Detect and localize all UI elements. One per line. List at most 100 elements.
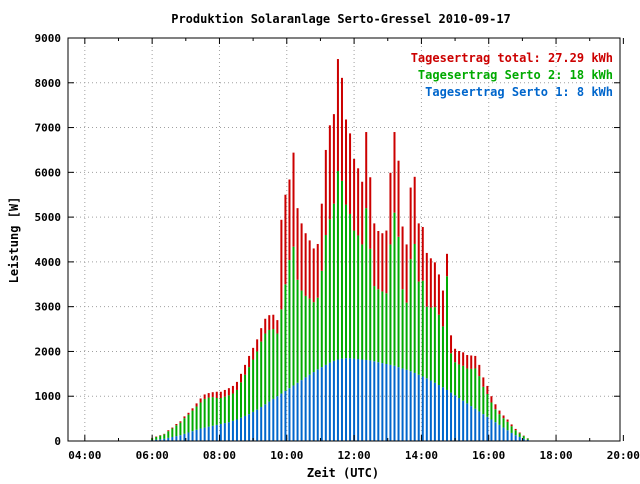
bar-tagesertrag-serto-1-8-kwh xyxy=(256,410,258,441)
bar-tagesertrag-serto-2-18-kwh xyxy=(321,271,323,367)
bar-tagesertrag-serto-2-18-kwh xyxy=(430,308,432,381)
bar-tagesertrag-serto-2-18-kwh xyxy=(341,181,343,359)
bar-tagesertrag-serto-1-8-kwh xyxy=(442,387,444,441)
bar-tagesertrag-total-27-29-kwh xyxy=(196,403,198,406)
bar-tagesertrag-serto-1-8-kwh xyxy=(171,437,173,441)
bar-tagesertrag-serto-2-18-kwh xyxy=(454,362,456,395)
bar-tagesertrag-serto-2-18-kwh xyxy=(381,291,383,363)
bar-tagesertrag-total-27-29-kwh xyxy=(284,195,286,285)
bar-tagesertrag-serto-2-18-kwh xyxy=(232,394,234,421)
bar-tagesertrag-serto-2-18-kwh xyxy=(252,360,254,412)
bar-tagesertrag-total-27-29-kwh xyxy=(482,377,484,386)
bar-tagesertrag-serto-1-8-kwh xyxy=(482,414,484,441)
bar-tagesertrag-serto-1-8-kwh xyxy=(389,365,391,441)
bar-tagesertrag-serto-2-18-kwh xyxy=(442,326,444,387)
bar-tagesertrag-serto-1-8-kwh xyxy=(430,381,432,441)
bar-tagesertrag-serto-2-18-kwh xyxy=(333,204,335,361)
bar-tagesertrag-total-27-29-kwh xyxy=(422,227,424,281)
bar-tagesertrag-total-27-29-kwh xyxy=(171,428,173,429)
bar-tagesertrag-total-27-29-kwh xyxy=(490,396,492,402)
bar-tagesertrag-serto-1-8-kwh xyxy=(369,360,371,441)
bar-tagesertrag-serto-1-8-kwh xyxy=(204,428,206,441)
y-tick-label: 1000 xyxy=(35,390,62,403)
bar-tagesertrag-serto-2-18-kwh xyxy=(256,351,258,409)
x-tick-label: 06:00 xyxy=(136,449,169,462)
bar-tagesertrag-serto-1-8-kwh xyxy=(293,385,295,441)
bars xyxy=(151,59,529,441)
bar-tagesertrag-total-27-29-kwh xyxy=(220,392,222,398)
y-tick-label: 7000 xyxy=(35,122,62,135)
bar-tagesertrag-serto-1-8-kwh xyxy=(321,367,323,441)
bar-tagesertrag-serto-2-18-kwh xyxy=(175,425,177,436)
bar-tagesertrag-serto-2-18-kwh xyxy=(507,422,509,431)
bar-tagesertrag-serto-2-18-kwh xyxy=(353,231,355,359)
bar-tagesertrag-serto-1-8-kwh xyxy=(244,416,246,441)
bar-tagesertrag-serto-2-18-kwh xyxy=(385,293,387,364)
bar-tagesertrag-serto-1-8-kwh xyxy=(466,403,468,441)
bar-tagesertrag-serto-2-18-kwh xyxy=(216,398,218,425)
bar-tagesertrag-serto-2-18-kwh xyxy=(410,259,412,371)
bar-tagesertrag-total-27-29-kwh xyxy=(377,231,379,289)
bar-tagesertrag-total-27-29-kwh xyxy=(192,408,194,410)
bar-tagesertrag-total-27-29-kwh xyxy=(442,291,444,327)
bar-tagesertrag-serto-2-18-kwh xyxy=(297,280,299,383)
bar-tagesertrag-serto-1-8-kwh xyxy=(248,414,250,441)
bar-tagesertrag-serto-2-18-kwh xyxy=(470,369,472,406)
bar-tagesertrag-serto-1-8-kwh xyxy=(236,420,238,441)
bar-tagesertrag-serto-2-18-kwh xyxy=(248,367,250,414)
bar-tagesertrag-total-27-29-kwh xyxy=(450,335,452,353)
x-tick-label: 14:00 xyxy=(405,449,438,462)
bar-tagesertrag-total-27-29-kwh xyxy=(349,133,351,214)
bar-tagesertrag-total-27-29-kwh xyxy=(240,374,242,383)
bar-tagesertrag-serto-2-18-kwh xyxy=(284,284,286,391)
y-tick-label: 9000 xyxy=(35,32,62,45)
y-axis-label: Leistung [W] xyxy=(7,197,21,284)
bar-tagesertrag-total-27-29-kwh xyxy=(414,177,416,244)
bar-tagesertrag-serto-1-8-kwh xyxy=(317,369,319,441)
bar-tagesertrag-serto-2-18-kwh xyxy=(204,399,206,428)
bar-tagesertrag-serto-1-8-kwh xyxy=(519,437,521,441)
bar-tagesertrag-total-27-29-kwh xyxy=(474,356,476,369)
bar-tagesertrag-total-27-29-kwh xyxy=(406,244,408,302)
bar-tagesertrag-serto-2-18-kwh xyxy=(462,366,464,401)
bar-tagesertrag-total-27-29-kwh xyxy=(224,390,226,397)
x-tick-label: 16:00 xyxy=(472,449,505,462)
y-tick-label: 6000 xyxy=(35,166,62,179)
bar-tagesertrag-serto-2-18-kwh xyxy=(426,307,428,379)
bar-tagesertrag-serto-2-18-kwh xyxy=(272,329,274,399)
bar-tagesertrag-serto-2-18-kwh xyxy=(486,394,488,417)
bar-tagesertrag-serto-2-18-kwh xyxy=(192,411,194,432)
bar-tagesertrag-serto-1-8-kwh xyxy=(503,428,505,441)
bar-tagesertrag-serto-1-8-kwh xyxy=(260,407,262,441)
bar-tagesertrag-total-27-29-kwh xyxy=(507,420,509,422)
bar-tagesertrag-serto-2-18-kwh xyxy=(450,353,452,392)
bar-tagesertrag-serto-1-8-kwh xyxy=(175,436,177,441)
bar-tagesertrag-serto-1-8-kwh xyxy=(385,364,387,441)
bar-tagesertrag-serto-2-18-kwh xyxy=(494,409,496,422)
bar-tagesertrag-total-27-29-kwh xyxy=(268,315,270,330)
bar-tagesertrag-total-27-29-kwh xyxy=(183,416,185,418)
bar-tagesertrag-serto-2-18-kwh xyxy=(357,235,359,359)
bar-tagesertrag-serto-2-18-kwh xyxy=(276,334,278,397)
bar-tagesertrag-serto-2-18-kwh xyxy=(224,397,226,423)
bar-tagesertrag-serto-2-18-kwh xyxy=(240,382,242,417)
bar-tagesertrag-total-27-29-kwh xyxy=(272,315,274,329)
bar-tagesertrag-serto-1-8-kwh xyxy=(393,366,395,441)
bar-tagesertrag-total-27-29-kwh xyxy=(212,392,214,397)
bar-tagesertrag-serto-1-8-kwh xyxy=(414,373,416,441)
bar-tagesertrag-total-27-29-kwh xyxy=(256,339,258,351)
bar-tagesertrag-serto-2-18-kwh xyxy=(527,439,529,440)
x-tick-label: 12:00 xyxy=(338,449,371,462)
bar-tagesertrag-serto-1-8-kwh xyxy=(272,399,274,441)
bar-tagesertrag-total-27-29-kwh xyxy=(232,386,234,394)
bar-tagesertrag-total-27-29-kwh xyxy=(301,223,303,290)
bar-tagesertrag-serto-1-8-kwh xyxy=(301,380,303,441)
bar-tagesertrag-total-27-29-kwh xyxy=(187,413,189,415)
bar-tagesertrag-total-27-29-kwh xyxy=(519,432,521,433)
bar-tagesertrag-serto-1-8-kwh xyxy=(381,363,383,441)
bar-tagesertrag-serto-2-18-kwh xyxy=(414,244,416,373)
bar-tagesertrag-serto-2-18-kwh xyxy=(196,407,198,430)
bar-tagesertrag-serto-1-8-kwh xyxy=(200,428,202,441)
bar-tagesertrag-serto-2-18-kwh xyxy=(280,309,282,393)
bar-tagesertrag-serto-1-8-kwh xyxy=(187,432,189,441)
